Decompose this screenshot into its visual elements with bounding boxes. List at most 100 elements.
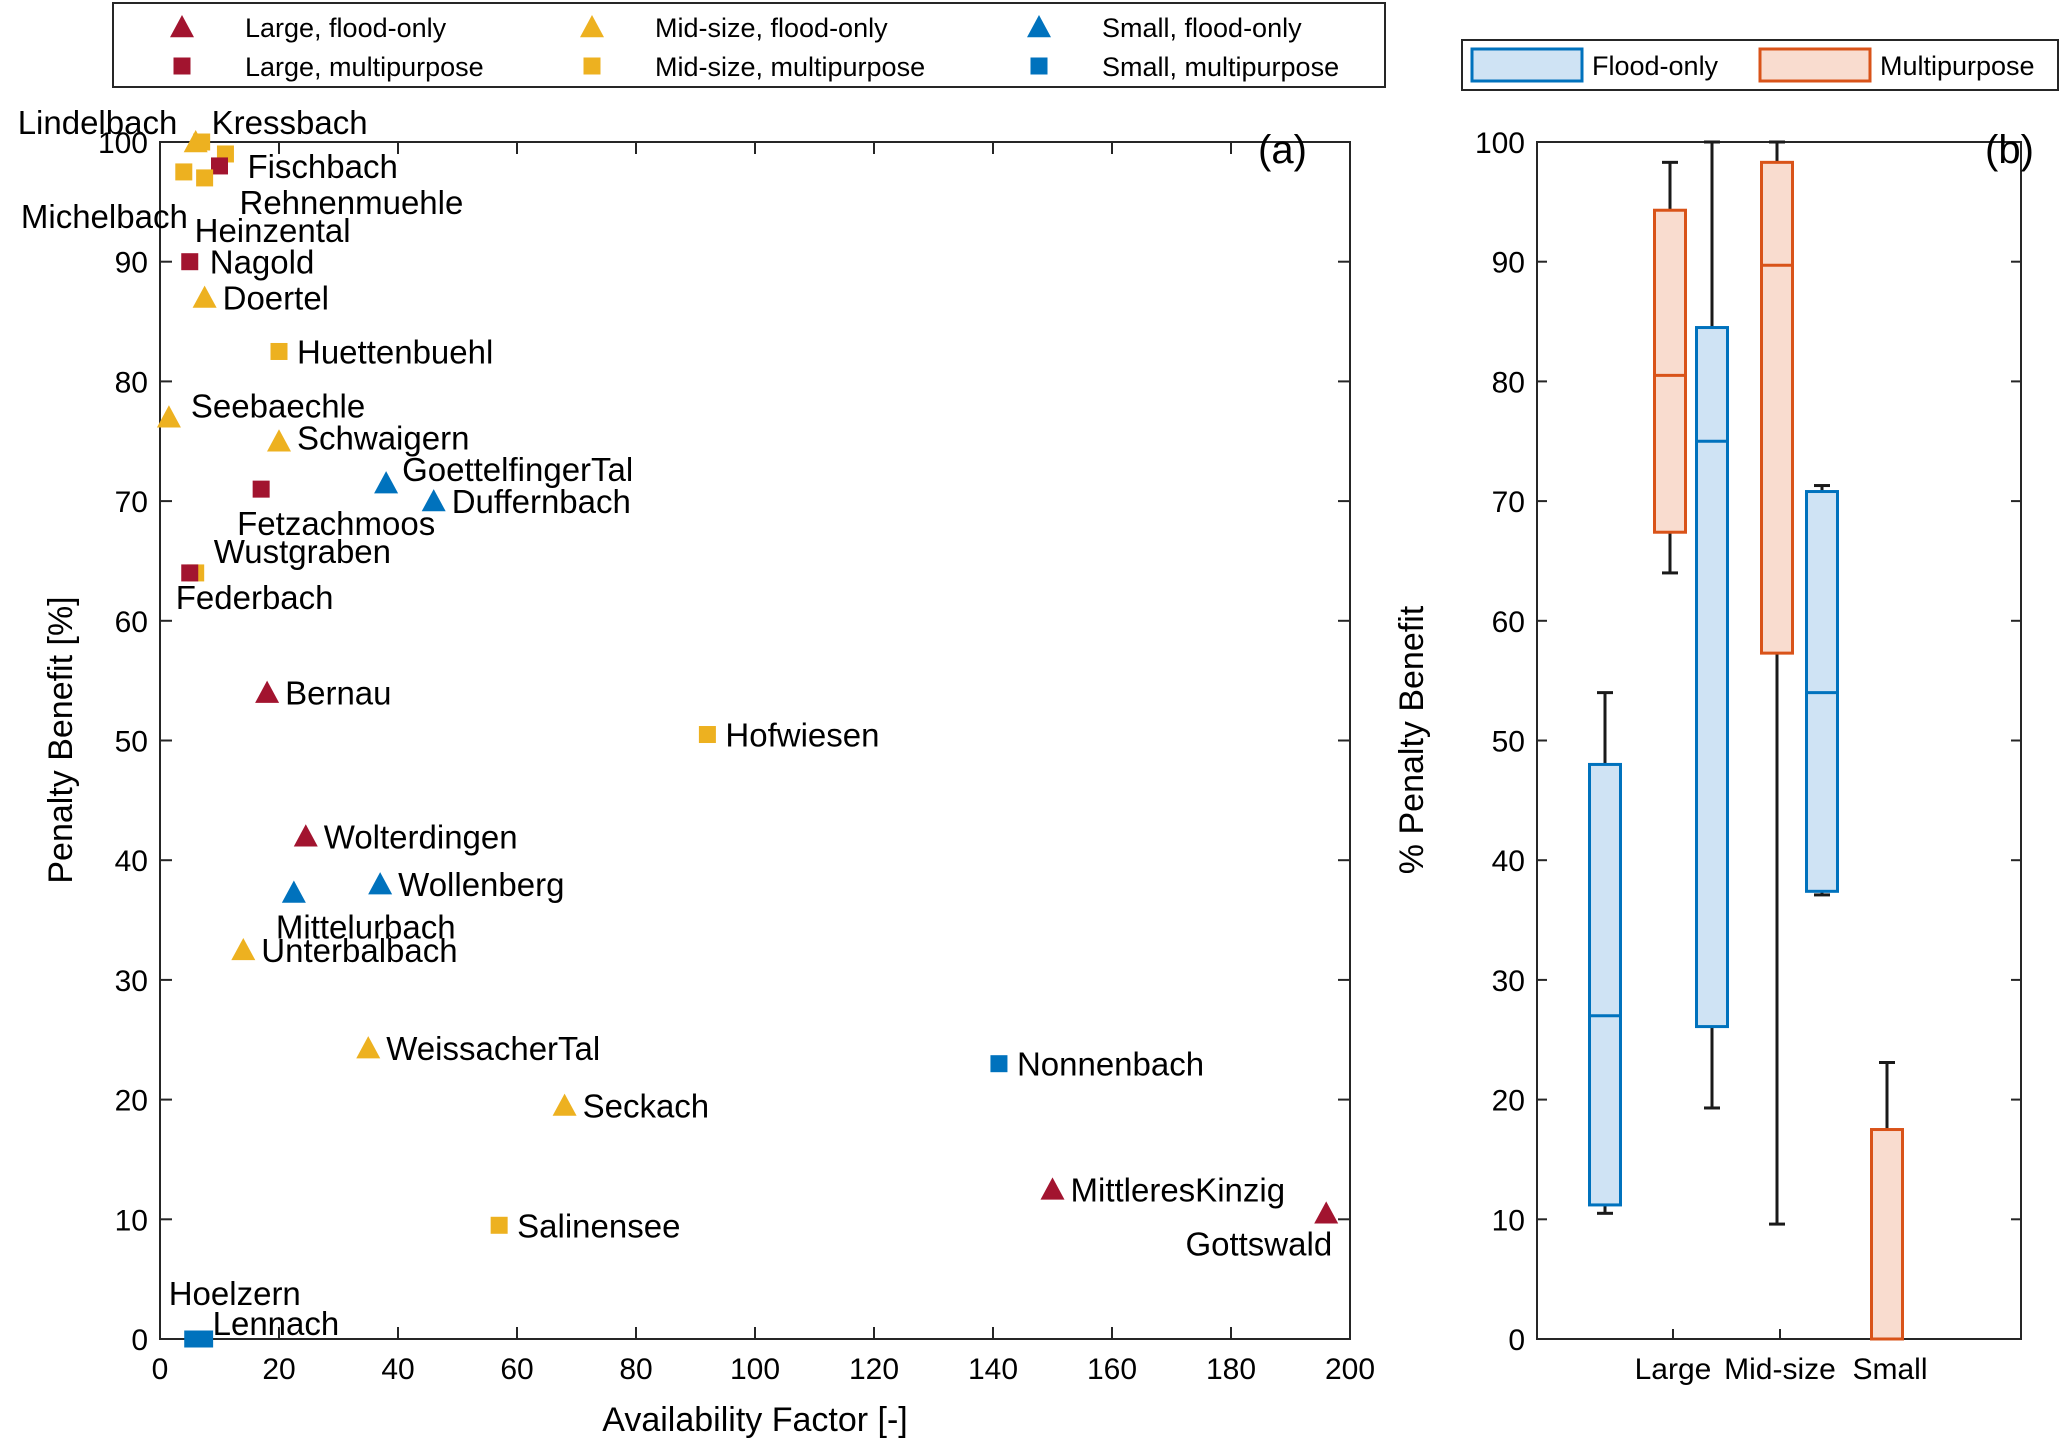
legend-marker — [1027, 15, 1051, 38]
legend-label: Large, multipurpose — [245, 52, 484, 82]
x-tick-label: 100 — [730, 1353, 780, 1386]
box-x-tick-label: Mid-size — [1724, 1353, 1836, 1386]
box-x-tick-label: Small — [1852, 1353, 1927, 1386]
legend-marker — [173, 57, 191, 75]
point-label: Mittelurbach — [276, 909, 456, 946]
data-point — [231, 937, 256, 961]
data-point — [421, 489, 446, 512]
point-label: Gottswald — [1185, 1225, 1332, 1262]
box-y-tick-label: 30 — [1492, 965, 1525, 998]
data-point — [270, 342, 288, 360]
x-tick-label: 20 — [262, 1353, 295, 1386]
y-tick-label: 90 — [115, 247, 148, 280]
legend-marker — [583, 57, 601, 75]
data-point — [698, 726, 716, 744]
data-point — [267, 429, 291, 452]
box-x-tick-label: Large — [1635, 1353, 1712, 1386]
y-tick-label: 70 — [115, 486, 148, 519]
data-point — [293, 824, 318, 847]
box-iqr — [1588, 762, 1622, 1207]
y-tick-label: 0 — [131, 1324, 148, 1357]
data-point — [175, 163, 193, 181]
x-tick-label: 80 — [619, 1353, 652, 1386]
box-iqr — [1870, 1128, 1904, 1341]
box-y-tick-label: 20 — [1492, 1085, 1525, 1118]
x-tick-label: 160 — [1087, 1353, 1137, 1386]
data-point — [181, 564, 199, 582]
y-tick-label: 10 — [115, 1204, 148, 1237]
point-label: Federbach — [176, 579, 334, 616]
box-y-tick-label: 0 — [1508, 1324, 1525, 1357]
point-label: Heinzental — [195, 212, 351, 249]
box-y-tick-label: 50 — [1492, 726, 1525, 759]
box-iqr — [1695, 326, 1729, 1029]
point-label: Kressbach — [212, 104, 368, 141]
box-legend-label: Multipurpose — [1880, 51, 2035, 81]
box-ticks: 0 10 20 30 40 50 60 70 80 90 100 Large Mid-size Small — [1475, 127, 2021, 1386]
data-point — [1314, 1201, 1339, 1224]
point-label: Fetzachmoos — [237, 505, 435, 542]
point-label: Doertel — [223, 280, 329, 317]
y-tick-label: 80 — [115, 366, 148, 399]
x-tick-label: 60 — [500, 1353, 533, 1386]
data-point — [196, 169, 214, 187]
data-point — [156, 405, 181, 428]
y-tick-label: 100 — [98, 127, 148, 160]
y-tick-label: 40 — [115, 845, 148, 878]
data-point — [990, 1055, 1008, 1073]
point-label: Michelbach — [21, 198, 188, 235]
legend-label: Large, flood-only — [245, 13, 447, 43]
box-legend-label: Flood-only — [1592, 51, 1719, 81]
legend-marker — [1030, 57, 1048, 75]
y-tick-label: 30 — [115, 965, 148, 998]
legend-marker — [170, 15, 194, 38]
box-y-tick-label: 100 — [1475, 127, 1525, 160]
box-series — [1588, 140, 1904, 1341]
point-label: Wustgraben — [214, 533, 391, 570]
box-legend-swatch — [1470, 47, 1584, 83]
x-tick-label: 180 — [1206, 1353, 1256, 1386]
data-point — [192, 285, 217, 308]
point-label: Seebaechle — [191, 387, 365, 424]
legend-label: Mid-size, flood-only — [655, 13, 888, 43]
point-label: Salinensee — [517, 1207, 680, 1244]
scatter-panel: 0 20 40 60 80 100 120 140 160 180 200 0 10 20 30 40 50 60… — [18, 104, 1375, 1439]
y-tick-label: 50 — [115, 726, 148, 759]
x-tick-label: 0 — [152, 1353, 169, 1386]
x-tick-label: 40 — [381, 1353, 414, 1386]
data-point — [196, 1330, 214, 1348]
x-axis-label: Availability Factor [-] — [602, 1401, 907, 1439]
data-point — [1040, 1177, 1065, 1200]
point-label: Nonnenbach — [1017, 1046, 1204, 1083]
point-label: Unterbalbach — [261, 932, 457, 969]
point-label: Lindelbach — [18, 104, 178, 141]
legend-label: Small, multipurpose — [1102, 52, 1339, 82]
box-y-axis-label: % Penalty Benefit — [1393, 605, 1431, 874]
box-iqr — [1760, 160, 1794, 655]
data-point — [368, 872, 393, 895]
box-y-tick-label: 40 — [1492, 845, 1525, 878]
legend-marker — [580, 15, 604, 38]
box-y-tick-label: 80 — [1492, 366, 1525, 399]
scatter-legend: Large, flood-only Large, multipurpose Mid-… — [112, 2, 1386, 88]
point-label: Fischbach — [247, 148, 397, 185]
point-label: Lennach — [213, 1305, 340, 1342]
data-point — [281, 880, 306, 903]
point-label: GoettelfingerTal — [402, 451, 633, 488]
point-label: Huettenbuehl — [297, 333, 493, 370]
point-label: Bernau — [285, 675, 391, 712]
point-label: MittleresKinzig — [1071, 1171, 1286, 1208]
point-label: Rehnenmuehle — [240, 184, 464, 221]
point-label: Duffernbach — [452, 483, 631, 520]
data-point — [374, 471, 399, 494]
scatter-ticks: 0 20 40 60 80 100 120 140 160 180 200 0 10 20 30 40 50 60… — [98, 127, 1375, 1386]
point-label: Hoelzern — [169, 1275, 301, 1312]
panel-label-b: (b) — [1985, 128, 2034, 172]
point-label: WeissacherTal — [386, 1030, 600, 1067]
data-point — [181, 253, 199, 271]
box-legend: Flood-only Multipurpose — [1461, 39, 2059, 91]
data-point — [356, 1036, 381, 1059]
box-iqr — [1653, 208, 1687, 534]
x-tick-label: 140 — [968, 1353, 1018, 1386]
